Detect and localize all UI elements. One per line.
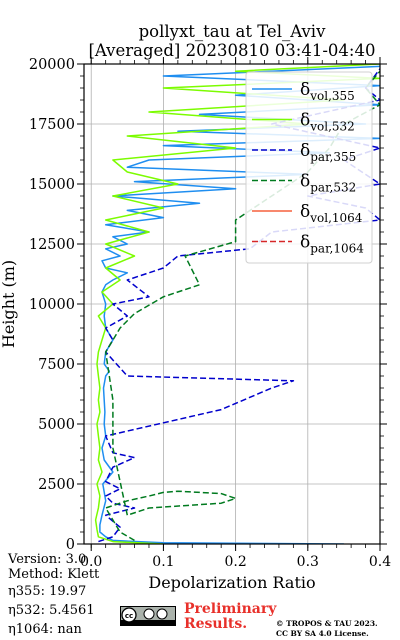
version-text: Version: 3.0 (8, 552, 87, 567)
eta355-text: η355: 19.97 (8, 584, 87, 599)
legend-label: δpar,532 (300, 172, 356, 195)
y-axis-label: Height (m) (0, 260, 18, 348)
x-tick-label: 0.0 (80, 554, 102, 570)
chart-title-line1: pollyxt_tau at Tel_Aviv (138, 22, 326, 41)
y-tick-label: 0 (66, 537, 75, 553)
copyright-line1: © TROPOS & TAU 2023. (276, 619, 378, 628)
copyright-notice: © TROPOS & TAU 2023. CC BY SA 4.0 Licens… (276, 619, 378, 638)
y-tick-label: 20000 (29, 57, 75, 73)
legend-label: δpar,355 (300, 141, 356, 164)
x-tick-label: 0.3 (297, 554, 319, 570)
y-tick-label: 5000 (38, 417, 75, 433)
x-tick-label: 0.2 (224, 554, 246, 570)
grid-lines (84, 63, 381, 545)
eta532-text: η532: 5.4561 (8, 603, 95, 618)
preliminary-line1: Preliminary (184, 601, 277, 617)
preliminary-line2: Results. (184, 616, 248, 632)
legend-label: δvol,532 (300, 111, 355, 134)
legend-label: δvol,355 (300, 80, 355, 103)
series-line-1 (94, 64, 380, 544)
y-tick-label: 7500 (38, 357, 75, 373)
x-tick-label: 0.1 (152, 554, 174, 570)
preliminary-results-text: Preliminary Results. (184, 602, 276, 632)
y-tick-label: 17500 (29, 117, 75, 133)
legend-label: δpar,1064 (300, 233, 364, 256)
y-tick-label: 15000 (29, 177, 75, 193)
method-text: Method: Klett (8, 567, 100, 582)
eta1064-text: η1064: nan (8, 622, 82, 637)
legend: δvol,355 δvol,532 δpar,355 δpar,532 δvol,106… (245, 71, 373, 264)
series-line-0 (99, 65, 380, 544)
cc-badge-text: cc (125, 612, 133, 620)
y-tick-label: 2500 (38, 477, 75, 493)
y-tick-label: 10000 (29, 297, 75, 313)
x-tick-label: 0.4 (369, 554, 391, 570)
cc-license-badge: cc (120, 606, 176, 626)
x-axis-label: Depolarization Ratio (148, 573, 315, 592)
series-line-3 (104, 70, 380, 542)
axis-ticks: 0.0 0.1 0.2 0.3 0.4 0 2500 5000 7500 10000 12500 15… (29, 57, 391, 570)
legend-label: δvol,1064 (300, 202, 363, 225)
chart-title-line2: [Averaged] 20230810 03:41-04:40 (88, 41, 376, 60)
y-tick-label: 12500 (29, 237, 75, 253)
copyright-line2: CC BY SA 4.0 License. (276, 628, 369, 638)
